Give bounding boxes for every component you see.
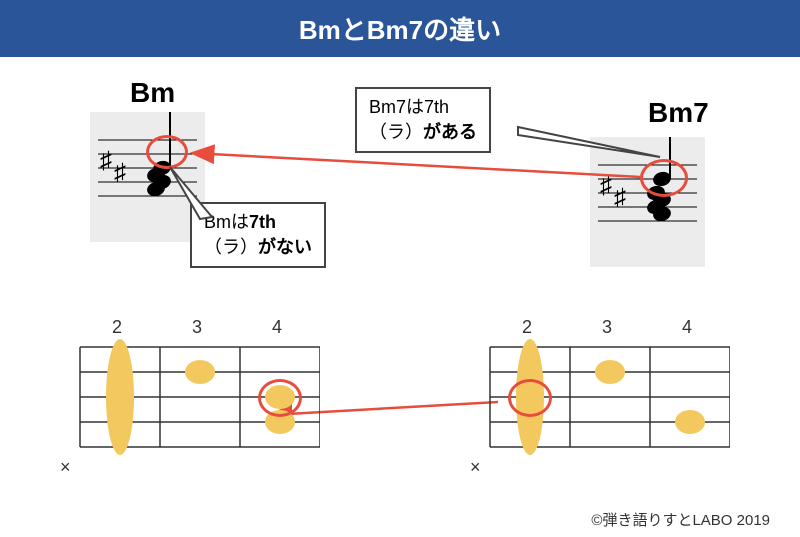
callout-bm-bold2: がない xyxy=(258,237,312,257)
bm7-mute: × xyxy=(470,457,481,478)
callout-bm7-bold: がある xyxy=(423,122,477,142)
callout-bm-bold1: 7th xyxy=(249,212,276,232)
bm7-staff: ♯ ♯ xyxy=(590,137,705,267)
bm-label: Bm xyxy=(130,77,175,109)
bm-mute: × xyxy=(60,457,71,478)
page-header: BmとBm7の違い xyxy=(0,0,800,57)
svg-text:♯: ♯ xyxy=(614,185,626,211)
bm-fret-highlight xyxy=(258,379,302,417)
bm7-fretboard: 2 3 4 × xyxy=(460,317,730,492)
callout-bm-text1: Bmは xyxy=(204,212,249,232)
bm-highlight-circle xyxy=(146,135,188,169)
bm7-staff-svg: ♯ ♯ xyxy=(590,137,705,267)
svg-text:♯: ♯ xyxy=(600,173,612,199)
copyright: ©弾き語りすとLABO 2019 xyxy=(591,509,770,530)
callout-bm7-text1: Bm7は7th xyxy=(369,97,449,117)
bm7-fret-4: 4 xyxy=(682,317,692,338)
callout-bm7-text2: （ラ） xyxy=(369,122,423,142)
svg-text:♯: ♯ xyxy=(114,160,126,186)
callout-bm-text2: （ラ） xyxy=(204,237,258,257)
bm-fret-2: 2 xyxy=(112,317,122,338)
bm7-fret-3: 3 xyxy=(602,317,612,338)
header-title: BmとBm7の違い xyxy=(299,15,501,45)
bm-staff-svg: ♯ ♯ xyxy=(90,112,205,242)
bm7-highlight-circle xyxy=(640,159,688,197)
content-area: Bm Bm7 ♯ ♯ ♯ ♯ xyxy=(0,57,800,536)
callout-bm7-has: Bm7は7th （ラ）がある xyxy=(355,87,491,153)
bm7-fret-highlight xyxy=(508,379,552,417)
svg-text:♯: ♯ xyxy=(100,148,112,174)
bm7-fret-2: 2 xyxy=(522,317,532,338)
bm-fret-3: 3 xyxy=(192,317,202,338)
bm7-label: Bm7 xyxy=(648,97,709,129)
callout-bm-none: Bmは7th （ラ）がない xyxy=(190,202,326,268)
bm7-fretboard-svg xyxy=(460,317,730,487)
bm-staff: ♯ ♯ xyxy=(90,112,205,242)
bm-fret-4: 4 xyxy=(272,317,282,338)
